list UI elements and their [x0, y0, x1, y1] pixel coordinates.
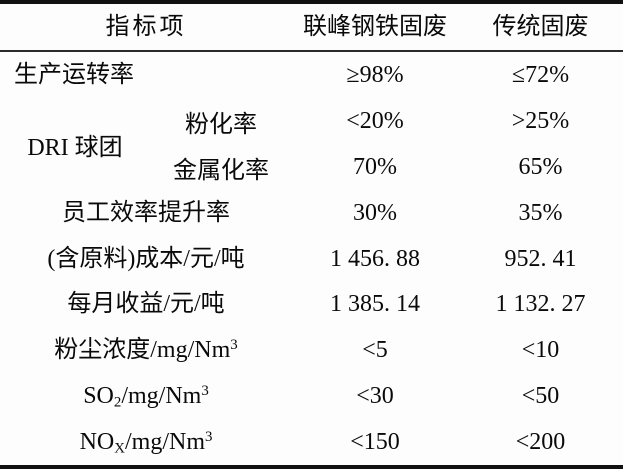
row-value-lianfeng: 1 456. 88 [330, 245, 420, 272]
row-value-lianfeng: ≥98% [346, 61, 404, 88]
row-value-traditional: 35% [518, 199, 563, 226]
row-value-traditional: 952. 41 [504, 245, 577, 272]
table-row-so2: SO2/mg/Nm3 <30 <50 [0, 373, 623, 419]
row-label: 每月收益/元/吨 [67, 291, 225, 318]
table-header-row: 指标项 联峰钢铁固废 传统固废 [0, 4, 623, 52]
sub-row-value-traditional: >25% [511, 107, 570, 134]
row-label: 粉尘浓度/mg/Nm3 [0, 337, 292, 363]
row-label-unit: /mg/Nm [124, 428, 205, 455]
table-row-group-dri-pellet: DRI 球团 粉化率 金属化率 <20% 70% >25% 65% [0, 98, 623, 190]
row-label: (含原料)成本/元/吨 [47, 245, 245, 272]
header-lianfeng-solid-waste: 联峰钢铁固废 [303, 13, 447, 40]
sub-row-label-metallization: 金属化率 [173, 157, 269, 184]
dri-group-label: DRI 球团 [27, 134, 123, 161]
table-row-cost: (含原料)成本/元/吨 1 456. 88 952. 41 [0, 236, 623, 282]
row-label-text: 粉尘浓度/mg/Nm [54, 337, 231, 364]
row-value-traditional: 1 132. 27 [495, 291, 586, 318]
row-value-lianfeng: 30% [353, 199, 397, 226]
row-value-lianfeng: <150 [350, 428, 400, 455]
row-label: SO2/mg/Nm3 [0, 382, 292, 411]
row-value-traditional: ≤72% [511, 61, 570, 88]
row-label-superscript: 3 [205, 428, 213, 445]
table-row-nox: NOX/mg/Nm3 <150 <200 [0, 419, 623, 465]
row-value-lianfeng: <5 [362, 337, 388, 364]
dri-group-cell: DRI 球团 粉化率 金属化率 [0, 98, 292, 190]
sub-row-value-traditional: 65% [518, 153, 563, 180]
table-row-dust-concentration: 粉尘浓度/mg/Nm3 <5 <10 [0, 327, 623, 373]
header-traditional-solid-waste: 传统固废 [492, 13, 589, 40]
row-value-traditional: <50 [521, 383, 560, 410]
dri-sub-labels: 粉化率 金属化率 [150, 98, 292, 190]
dri-values-lianfeng: <20% 70% [292, 98, 458, 190]
row-label-superscript: 3 [230, 337, 238, 354]
table-row-monthly-income: 每月收益/元/吨 1 385. 14 1 132. 27 [0, 282, 623, 328]
row-label-superscript: 3 [201, 382, 209, 399]
row-label-unit: /mg/Nm [121, 383, 202, 410]
dri-values-traditional: >25% 65% [458, 98, 623, 190]
row-value-traditional: <10 [521, 337, 560, 364]
row-value-lianfeng: 1 385. 14 [330, 291, 420, 318]
sub-row-value-lianfeng: <20% [346, 107, 404, 134]
row-label-subscript: 2 [113, 394, 122, 411]
row-label-text: SO [83, 383, 114, 410]
row-label: 员工效率提升率 [62, 199, 230, 226]
row-label-text: NO [79, 428, 115, 455]
row-value-traditional: <200 [515, 428, 566, 455]
sub-row-label-pulverization: 粉化率 [185, 111, 257, 138]
header-indicator: 指标项 [105, 13, 187, 40]
row-label-subscript: X [114, 440, 125, 457]
table-row-production-rate: 生产运转率 ≥98% ≤72% [0, 52, 623, 98]
table-row-staff-efficiency: 员工效率提升率 30% 35% [0, 190, 623, 236]
row-label: 生产运转率 [14, 61, 134, 88]
sub-row-value-lianfeng: 70% [353, 153, 397, 180]
row-label: NOX/mg/Nm3 [0, 428, 292, 457]
row-value-lianfeng: <30 [356, 383, 394, 410]
